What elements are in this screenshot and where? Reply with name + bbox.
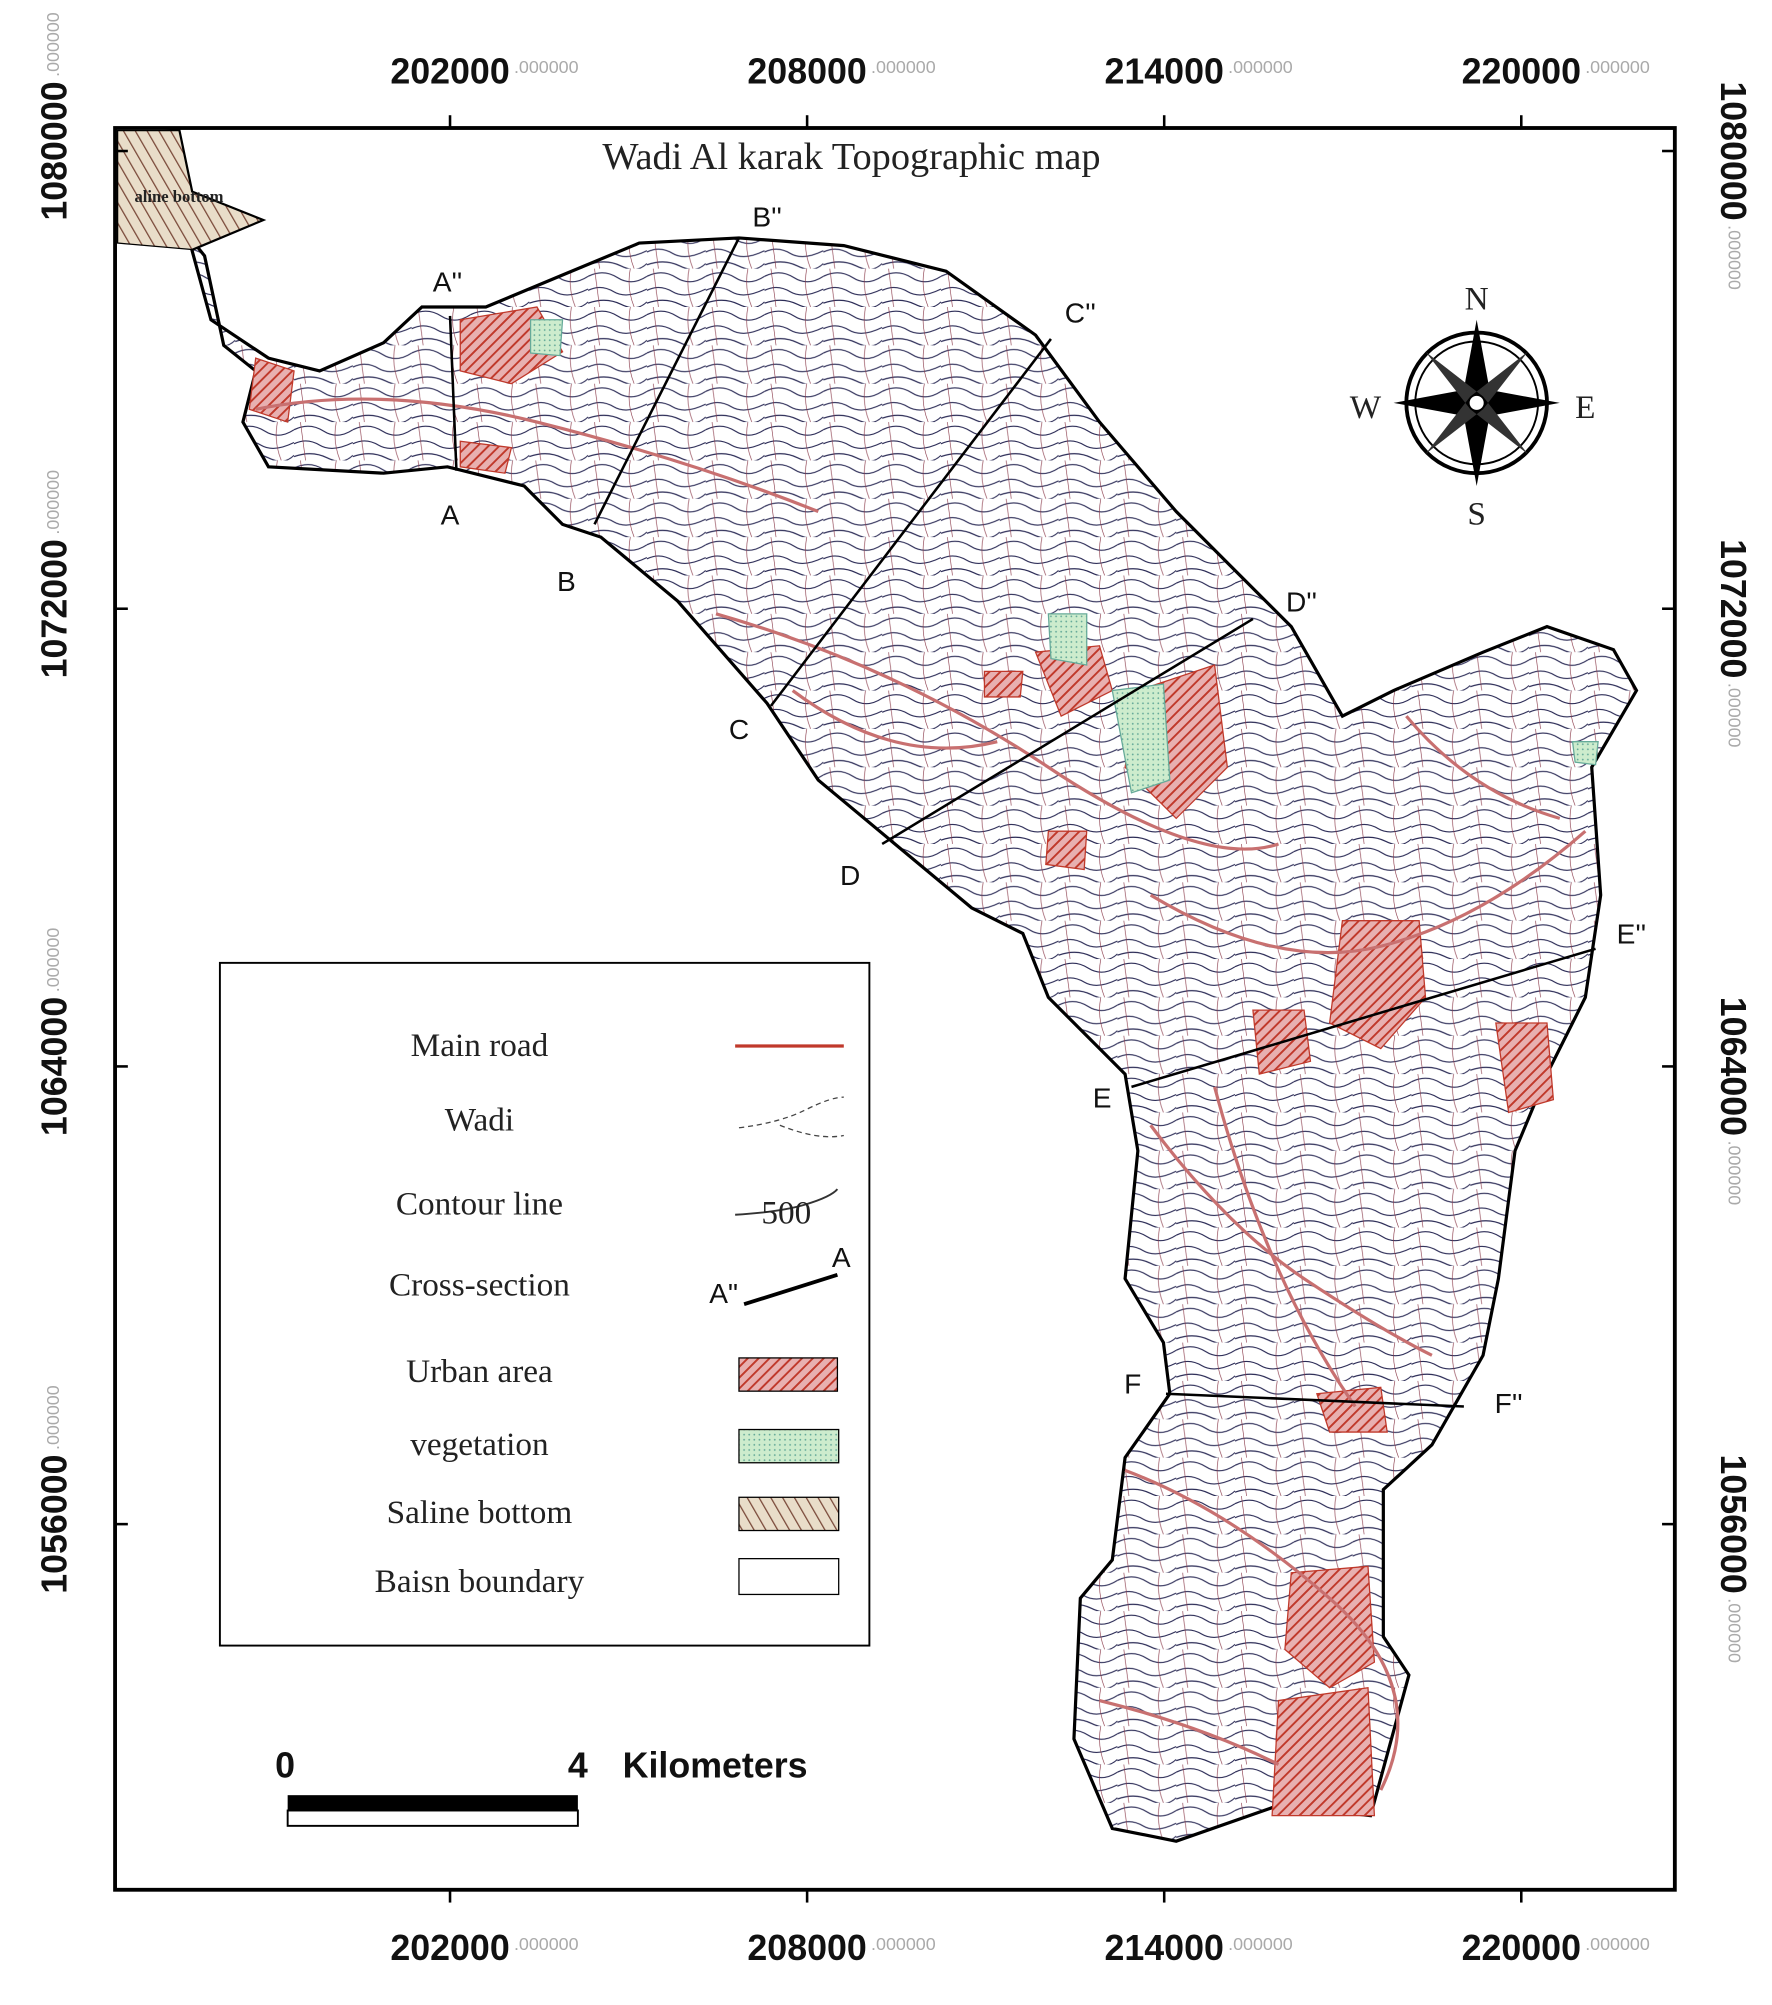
compass-e: E: [1575, 389, 1595, 426]
x-tick-label: 220000: [1462, 1928, 1581, 1968]
saline-label: aline bottom: [134, 187, 223, 206]
section-label: F: [1124, 1369, 1141, 1400]
x-tick-decimals: .000000: [871, 57, 936, 77]
y-tick-decimals: .000000: [1725, 1141, 1745, 1206]
y-tick-label: 1064000: [34, 997, 74, 1136]
cross-sections: A'' A B'' B C'' C D'' D E'' E F F'': [433, 201, 1646, 1418]
x-tick-decimals: .000000: [1228, 1934, 1293, 1954]
legend-items: Main road Wadi Contour line 500 Cross-sectio…: [375, 1027, 851, 1600]
x-tick-label: 214000: [1104, 51, 1223, 91]
section-label: A'': [433, 267, 462, 298]
section-label: A: [441, 499, 460, 530]
cross-section-line: [448, 315, 458, 471]
legend-label: Wadi: [445, 1101, 514, 1138]
y-tick-decimals: .000000: [1725, 225, 1745, 290]
legend-label: Saline bottom: [387, 1494, 573, 1531]
y-tick-label: 1080000: [34, 81, 74, 220]
y-tick-label: 1064000: [1713, 997, 1753, 1136]
legend-symbol-label: A": [709, 1278, 738, 1309]
legend-label: Baisn boundary: [375, 1563, 585, 1600]
x-tick-decimals: .000000: [1585, 57, 1650, 77]
section-label: F'': [1495, 1388, 1523, 1419]
y-tick-decimals: .000000: [43, 470, 63, 535]
y-tick-decimals: .000000: [43, 12, 63, 77]
cross-section-line: [769, 338, 1052, 707]
basin: [116, 128, 1639, 1843]
section-label: B: [557, 566, 576, 597]
scale-unit: Kilometers: [623, 1745, 808, 1785]
x-tick-label: 202000: [390, 51, 509, 91]
compass-w: W: [1350, 389, 1382, 426]
legend-label: vegetation: [410, 1426, 549, 1463]
x-tick-label: 220000: [1462, 51, 1581, 91]
cross-section-line: [593, 237, 741, 525]
cross-section-line: [1131, 947, 1596, 1089]
section-label: C'': [1065, 297, 1096, 328]
section-label: D: [840, 860, 860, 891]
scale-bar: [286, 1795, 579, 1827]
section-label: D'': [1286, 586, 1317, 617]
legend-symbol-label: 500: [761, 1195, 811, 1232]
y-tick-label: 1056000: [34, 1454, 74, 1593]
x-tick-label: 208000: [747, 51, 866, 91]
y-tick-label: 1072000: [34, 539, 74, 678]
section-label: C: [729, 714, 749, 745]
compass-n: N: [1465, 281, 1489, 318]
legend-label: Cross-section: [389, 1266, 570, 1303]
x-tick-decimals: .000000: [1228, 57, 1293, 77]
legend-symbol-label: A: [832, 1242, 851, 1273]
legend-label: Main road: [411, 1027, 549, 1064]
legend: [218, 961, 871, 1647]
scale-start: 0: [275, 1745, 295, 1785]
legend-label: Contour line: [396, 1186, 563, 1223]
section-label: E: [1093, 1082, 1112, 1113]
y-tick-decimals: .000000: [1725, 683, 1745, 748]
y-tick-label: 1056000: [1713, 1454, 1753, 1593]
compass: [1393, 319, 1560, 486]
map-title: Wadi Al karak Topographic map: [602, 136, 1100, 178]
x-tick-label: 202000: [390, 1928, 509, 1968]
y-tick-label: 1072000: [1713, 539, 1753, 678]
x-tick-label: 208000: [747, 1928, 866, 1968]
cross-section-line: [1165, 1392, 1464, 1408]
x-tick-decimals: .000000: [871, 1934, 936, 1954]
x-tick-decimals: .000000: [514, 57, 579, 77]
coordinate-ticks: 202000.000000202000.000000208000.0000002…: [34, 12, 1752, 1968]
scale-end: 4: [568, 1745, 588, 1785]
cross-section-line: [881, 617, 1254, 846]
x-tick-decimals: .000000: [1585, 1934, 1650, 1954]
y-tick-decimals: .000000: [43, 928, 63, 993]
y-tick-decimals: .000000: [1725, 1598, 1745, 1663]
x-tick-label: 214000: [1104, 1928, 1223, 1968]
section-label: B'': [752, 201, 781, 232]
y-tick-decimals: .000000: [43, 1385, 63, 1450]
x-tick-decimals: .000000: [514, 1934, 579, 1954]
y-tick-label: 1080000: [1713, 81, 1753, 220]
section-label: E'': [1617, 919, 1646, 950]
compass-s: S: [1467, 495, 1485, 532]
legend-label: Urban area: [406, 1353, 553, 1390]
